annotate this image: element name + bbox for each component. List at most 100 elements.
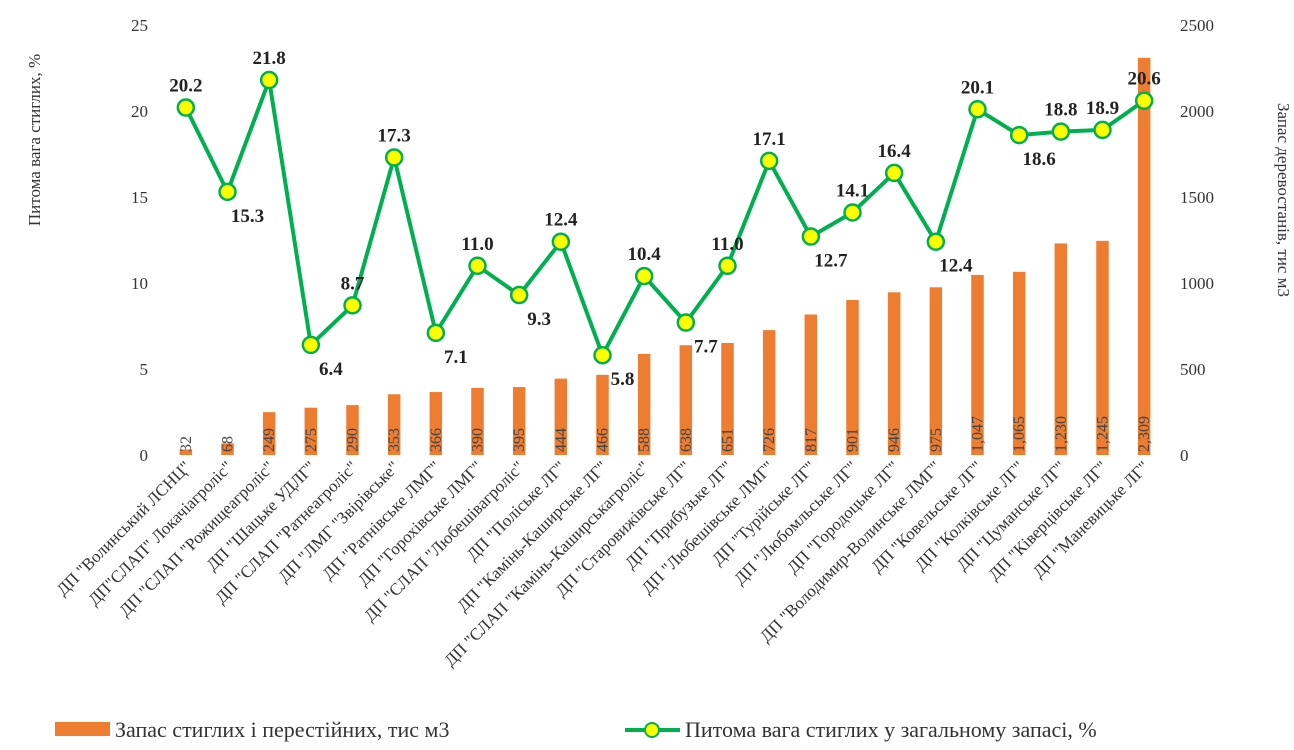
bar-label: 249 (261, 428, 278, 452)
data-label: 7.7 (694, 337, 718, 358)
bar-label: 68 (220, 436, 237, 452)
bar-label: 1,065 (1011, 416, 1028, 452)
line-marker (884, 163, 904, 183)
bar-label: 444 (553, 428, 570, 452)
data-label: 7.1 (444, 347, 468, 368)
y-tick-label: 5 (140, 360, 149, 379)
bar (1054, 243, 1068, 455)
bar (596, 374, 609, 455)
bar (1012, 271, 1026, 455)
bar (221, 443, 234, 455)
line-marker (676, 313, 696, 332)
legend-swatch (55, 722, 110, 736)
line-marker (718, 256, 737, 276)
legend-marker (644, 722, 660, 738)
line-marker (1134, 91, 1154, 110)
data-label: 16.4 (878, 141, 912, 162)
bar-label: 290 (345, 428, 362, 452)
y2-tick-label: 0 (1180, 446, 1189, 465)
line-marker (968, 100, 987, 119)
bar (262, 412, 276, 455)
bar-label: 395 (511, 428, 528, 452)
y-tick-label: 25 (131, 16, 148, 35)
data-label: 12.7 (814, 251, 848, 272)
legend-label: Питома вага стиглих у загальному запасі,… (685, 717, 1097, 742)
bar-label: 946 (886, 428, 903, 452)
line-marker (926, 232, 946, 251)
line-marker (343, 296, 362, 315)
bar (971, 274, 984, 455)
data-label: 18.6 (1023, 149, 1056, 170)
bar-label: 817 (803, 428, 820, 452)
bar (554, 378, 568, 455)
legend-label: Запас стиглих і перестійних, тис м3 (115, 717, 449, 742)
line (184, 72, 1146, 361)
bar-label: 975 (928, 428, 945, 452)
y-tick-label: 20 (131, 102, 148, 121)
line-marker (509, 285, 529, 305)
y2-tick-label: 2500 (1180, 16, 1214, 35)
bar (346, 405, 359, 455)
bar-label: 1,245 (1095, 416, 1112, 452)
line-marker (259, 70, 279, 90)
bar (429, 392, 443, 455)
bar (387, 394, 401, 455)
line-marker (1051, 122, 1071, 141)
data-label: 10.4 (628, 244, 662, 265)
y2-tick-label: 1000 (1180, 274, 1214, 293)
line-marker (176, 98, 196, 117)
data-label: 15.3 (231, 206, 264, 227)
data-label: 18.9 (1086, 98, 1119, 119)
bar (804, 314, 818, 455)
data-label: 21.8 (253, 48, 286, 69)
y-tick-label: 0 (140, 446, 149, 465)
bar-label: 275 (303, 428, 320, 452)
bar (887, 292, 901, 455)
data-label: 12.4 (939, 256, 973, 277)
line-marker (468, 256, 487, 276)
data-label: 11.0 (461, 234, 493, 255)
bar-label: 366 (428, 428, 445, 452)
data-label: 9.3 (527, 309, 551, 330)
line-marker (801, 227, 821, 246)
data-label: 11.0 (711, 234, 743, 255)
bar-label: 390 (470, 428, 487, 452)
y-axis-title: Питома вага стиглих, % (25, 54, 44, 226)
bar-label: 651 (720, 428, 737, 452)
bar (1096, 240, 1109, 455)
bar-label: 588 (636, 428, 653, 452)
data-label: 6.4 (319, 359, 343, 380)
bar-label: 2,309 (1136, 416, 1153, 452)
bar (179, 449, 193, 455)
bar (512, 387, 526, 455)
data-label: 8.7 (341, 273, 365, 294)
data-label: 20.6 (1128, 69, 1161, 90)
data-label: 20.1 (961, 77, 994, 98)
bar-label: 1,230 (1053, 416, 1070, 452)
line-marker (1093, 120, 1112, 140)
y-tick-label: 10 (131, 274, 148, 293)
y-tick-label: 15 (131, 188, 148, 207)
bar (721, 343, 734, 455)
bar-label: 726 (761, 428, 778, 452)
line-marker (384, 148, 404, 167)
data-label: 17.3 (378, 125, 411, 146)
data-label: 14.1 (836, 180, 869, 201)
line-marker (551, 232, 571, 251)
bar (1137, 57, 1151, 456)
bar (679, 345, 693, 455)
y2-axis-title: Запас деревостанів, тис м3 (1274, 103, 1293, 297)
line-marker (593, 345, 612, 365)
line-marker (218, 182, 237, 202)
line-marker (843, 203, 862, 222)
data-label: 12.4 (544, 210, 578, 231)
data-label: 5.8 (611, 369, 635, 390)
bar-label: 1,047 (970, 416, 987, 452)
bar (846, 300, 859, 455)
y2-tick-label: 1500 (1180, 188, 1214, 207)
bar-label: 353 (386, 428, 403, 452)
line-marker (1009, 125, 1029, 145)
bar-label: 901 (845, 428, 862, 452)
line-marker (759, 151, 779, 171)
